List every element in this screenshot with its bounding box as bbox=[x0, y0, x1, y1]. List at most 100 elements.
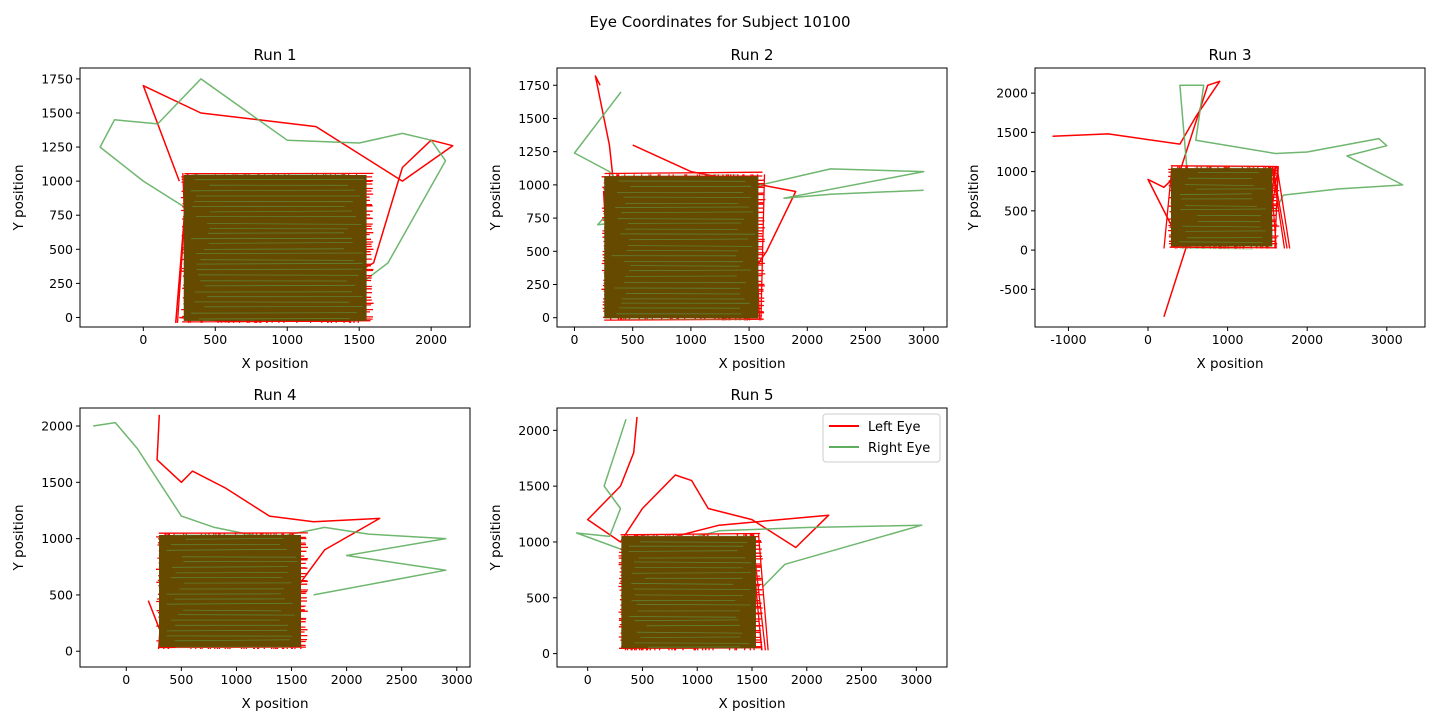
plot-area bbox=[93, 414, 447, 650]
x-tick-label: 0 bbox=[584, 672, 592, 687]
x-tick-label: 500 bbox=[203, 332, 227, 347]
x-tick-label: 3000 bbox=[1371, 332, 1403, 347]
y-tick-label: 1750 bbox=[518, 78, 550, 93]
y-tick-label: 1000 bbox=[518, 534, 550, 549]
plot-area bbox=[1052, 80, 1404, 318]
y-tick-label: 0 bbox=[1020, 243, 1028, 258]
y-tick-label: 1500 bbox=[41, 105, 73, 120]
subplot-run-4: 0 500 1000 1500 2000 2500 3000 0 500 1000 1500 2000… bbox=[11, 386, 473, 712]
y-tick-label: 1000 bbox=[41, 174, 73, 189]
y-axis-label: Y position bbox=[966, 164, 982, 231]
subplot-title: Run 2 bbox=[730, 46, 773, 64]
x-axis-label: X position bbox=[718, 696, 785, 712]
overlap-region bbox=[183, 174, 367, 321]
y-tick-label: 1750 bbox=[41, 71, 73, 86]
y-tick-label: 750 bbox=[49, 208, 73, 223]
y-tick-label: 500 bbox=[526, 244, 550, 259]
y-tick-label: 1500 bbox=[41, 475, 73, 490]
right-eye-scan-region bbox=[611, 174, 756, 321]
plot-area bbox=[575, 416, 923, 651]
x-tick-label: 3000 bbox=[908, 332, 940, 347]
x-tick-label: 1500 bbox=[343, 332, 375, 347]
subplot-title: Run 4 bbox=[253, 386, 296, 404]
x-axis-label: X position bbox=[241, 356, 308, 372]
y-tick-label: 500 bbox=[49, 242, 73, 257]
x-tick-label: 1000 bbox=[271, 332, 303, 347]
y-axis-label: Y position bbox=[488, 504, 504, 571]
right-eye-scan-region bbox=[166, 533, 298, 648]
y-tick-label: 1500 bbox=[518, 479, 550, 494]
y-axis-label: Y position bbox=[11, 504, 27, 571]
subplot-grid: 0 500 1000 1500 2000 0 250 500 750 1000 1250 1500 17… bbox=[11, 46, 1426, 712]
x-tick-label: 2500 bbox=[846, 672, 878, 687]
right-eye-scan-region bbox=[1179, 166, 1266, 250]
y-tick-label: -500 bbox=[1000, 282, 1028, 297]
axes-frame bbox=[556, 67, 948, 328]
x-tick-label: -1000 bbox=[1050, 332, 1086, 347]
x-tick-label: 0 bbox=[1144, 332, 1152, 347]
x-tick-label: 2500 bbox=[386, 672, 418, 687]
x-tick-label: 1500 bbox=[736, 672, 768, 687]
x-tick-label: 0 bbox=[122, 672, 130, 687]
y-tick-label: 1000 bbox=[518, 177, 550, 192]
x-tick-label: 2000 bbox=[415, 332, 447, 347]
plot-area bbox=[573, 75, 925, 321]
overlap-region bbox=[1170, 168, 1273, 247]
y-tick-label: 1250 bbox=[41, 140, 73, 155]
subplot-run-3: -1000 0 1000 2000 3000 -500 0 500 1000 1500 2000 Ru… bbox=[966, 46, 1426, 372]
left-eye-trace bbox=[586, 416, 830, 549]
x-tick-label: 2000 bbox=[791, 332, 823, 347]
y-tick-label: 0 bbox=[542, 646, 550, 661]
overlap-region bbox=[604, 176, 759, 319]
x-axis-label: X position bbox=[718, 356, 785, 372]
subplot-run-1: 0 500 1000 1500 2000 0 250 500 750 1000 1250 1500 17… bbox=[11, 46, 471, 372]
x-tick-label: 1000 bbox=[1212, 332, 1244, 347]
y-tick-label: 1250 bbox=[518, 144, 550, 159]
x-tick-label: 2000 bbox=[791, 672, 823, 687]
x-tick-label: 2000 bbox=[1291, 332, 1323, 347]
x-tick-label: 1500 bbox=[733, 332, 765, 347]
right-eye-trace bbox=[99, 78, 447, 320]
right-eye-trace bbox=[1179, 84, 1404, 212]
right-eye-scan-region bbox=[190, 173, 364, 320]
x-tick-label: 3000 bbox=[441, 672, 473, 687]
x-tick-label: 0 bbox=[139, 332, 147, 347]
y-tick-label: 1500 bbox=[996, 125, 1028, 140]
y-tick-label: 1000 bbox=[41, 531, 73, 546]
y-tick-label: 750 bbox=[526, 211, 550, 226]
x-tick-label: 0 bbox=[570, 332, 578, 347]
y-tick-label: 2000 bbox=[518, 423, 550, 438]
y-tick-label: 250 bbox=[49, 276, 73, 291]
axes-frame bbox=[1034, 67, 1426, 328]
x-tick-label: 1500 bbox=[276, 672, 308, 687]
x-tick-label: 500 bbox=[621, 332, 645, 347]
y-tick-label: 0 bbox=[65, 644, 73, 659]
x-tick-label: 2000 bbox=[331, 672, 363, 687]
figure-title: Eye Coordinates for Subject 10100 bbox=[589, 13, 850, 31]
x-tick-label: 3000 bbox=[900, 672, 932, 687]
overlap-region bbox=[621, 536, 756, 649]
y-axis-label: Y position bbox=[11, 164, 27, 231]
y-tick-label: 500 bbox=[49, 587, 73, 602]
x-tick-label: 1000 bbox=[681, 672, 713, 687]
legend-right-eye-label: Right Eye bbox=[868, 441, 930, 456]
right-eye-scan-region bbox=[628, 535, 752, 648]
legend: Left Eye Right Eye bbox=[822, 413, 941, 463]
axes-frame bbox=[79, 407, 471, 668]
y-tick-label: 0 bbox=[65, 310, 73, 325]
x-tick-label: 2500 bbox=[850, 332, 882, 347]
legend-left-eye-label: Left Eye bbox=[868, 420, 921, 435]
subplot-title: Run 3 bbox=[1208, 46, 1251, 64]
right-eye-trace bbox=[575, 418, 923, 588]
y-tick-label: 1000 bbox=[996, 164, 1028, 179]
x-axis-label: X position bbox=[241, 696, 308, 712]
plot-area bbox=[99, 78, 454, 323]
x-tick-label: 1000 bbox=[675, 332, 707, 347]
y-tick-label: 2000 bbox=[996, 86, 1028, 101]
x-tick-label: 1000 bbox=[221, 672, 253, 687]
y-tick-label: 250 bbox=[526, 277, 550, 292]
x-axis-label: X position bbox=[1196, 356, 1263, 372]
subplot-title: Run 5 bbox=[730, 386, 773, 404]
x-tick-label: 500 bbox=[631, 672, 655, 687]
